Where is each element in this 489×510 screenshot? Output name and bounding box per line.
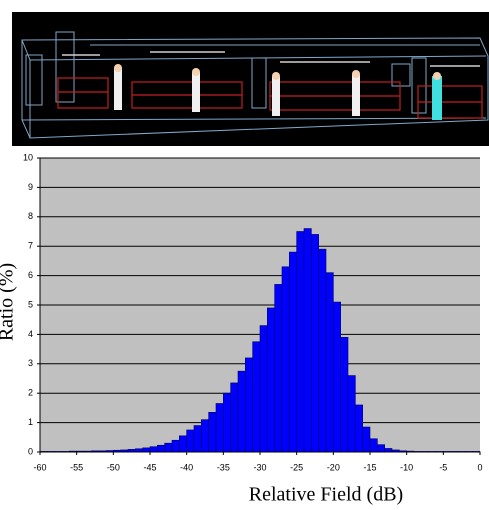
y-tick-label: 0 bbox=[28, 446, 33, 456]
y-axis-label: Ratio (%) bbox=[0, 263, 18, 341]
bar bbox=[281, 266, 290, 453]
bar bbox=[333, 301, 341, 453]
bar bbox=[245, 357, 253, 453]
bar bbox=[318, 248, 327, 453]
bar bbox=[340, 337, 349, 453]
y-tick-label: 1 bbox=[28, 417, 33, 427]
x-tick-label: -25 bbox=[290, 462, 303, 472]
bar bbox=[230, 382, 239, 453]
y-tick-label: 10 bbox=[23, 152, 33, 162]
render-background bbox=[12, 12, 489, 146]
y-tick-label: 3 bbox=[28, 358, 33, 368]
x-tick-label: -50 bbox=[107, 462, 120, 472]
bar bbox=[252, 341, 261, 453]
bar bbox=[325, 272, 334, 453]
bar bbox=[289, 251, 297, 453]
bar bbox=[384, 448, 393, 453]
bar bbox=[149, 446, 158, 453]
bar bbox=[215, 403, 224, 453]
bar bbox=[157, 444, 165, 453]
bar bbox=[223, 392, 231, 453]
x-tick-label: -55 bbox=[70, 462, 83, 472]
x-tick-label: -45 bbox=[143, 462, 156, 472]
bar bbox=[347, 375, 356, 453]
y-tick-label: 4 bbox=[28, 329, 33, 339]
x-tick-label: -30 bbox=[253, 462, 266, 472]
train-rendering bbox=[12, 12, 489, 146]
y-tick-label: 8 bbox=[28, 211, 33, 221]
passengers bbox=[114, 64, 442, 120]
x-tick-label: -15 bbox=[363, 462, 376, 472]
bar bbox=[201, 419, 209, 453]
bar bbox=[362, 426, 371, 453]
y-tick-label: 5 bbox=[28, 299, 33, 309]
handrails bbox=[62, 51, 480, 67]
x-tick-label: -20 bbox=[327, 462, 340, 472]
y-tick-label: 9 bbox=[28, 182, 33, 192]
car-wireframe bbox=[21, 31, 489, 139]
bar bbox=[311, 234, 319, 453]
bar bbox=[303, 228, 312, 453]
bar bbox=[274, 284, 283, 453]
bar bbox=[186, 429, 195, 453]
bar bbox=[267, 307, 275, 453]
bar bbox=[208, 412, 217, 453]
bar bbox=[193, 425, 202, 453]
x-tick-label: 0 bbox=[477, 462, 482, 472]
y-tick-label: 2 bbox=[28, 388, 33, 398]
bar bbox=[179, 435, 187, 453]
bar bbox=[355, 404, 363, 453]
bar bbox=[259, 325, 268, 453]
bar bbox=[142, 447, 151, 453]
x-tick-label: -5 bbox=[439, 462, 447, 472]
y-tick-label: 7 bbox=[28, 241, 33, 251]
bar bbox=[377, 444, 385, 453]
x-tick-label: -35 bbox=[217, 462, 230, 472]
bar bbox=[237, 370, 246, 453]
bar bbox=[296, 231, 305, 453]
histogram-chart: Relative Field (dB) Ratio (%) bbox=[0, 263, 403, 506]
x-tick-label: -10 bbox=[400, 462, 413, 472]
bar bbox=[164, 442, 173, 453]
x-tick-label: -40 bbox=[180, 462, 193, 472]
bar bbox=[171, 439, 180, 453]
y-tick-label: 6 bbox=[28, 270, 33, 280]
bar bbox=[369, 438, 378, 453]
seats bbox=[57, 77, 483, 119]
x-axis-label: Relative Field (dB) bbox=[249, 484, 403, 506]
x-tick-label: -60 bbox=[33, 462, 46, 472]
